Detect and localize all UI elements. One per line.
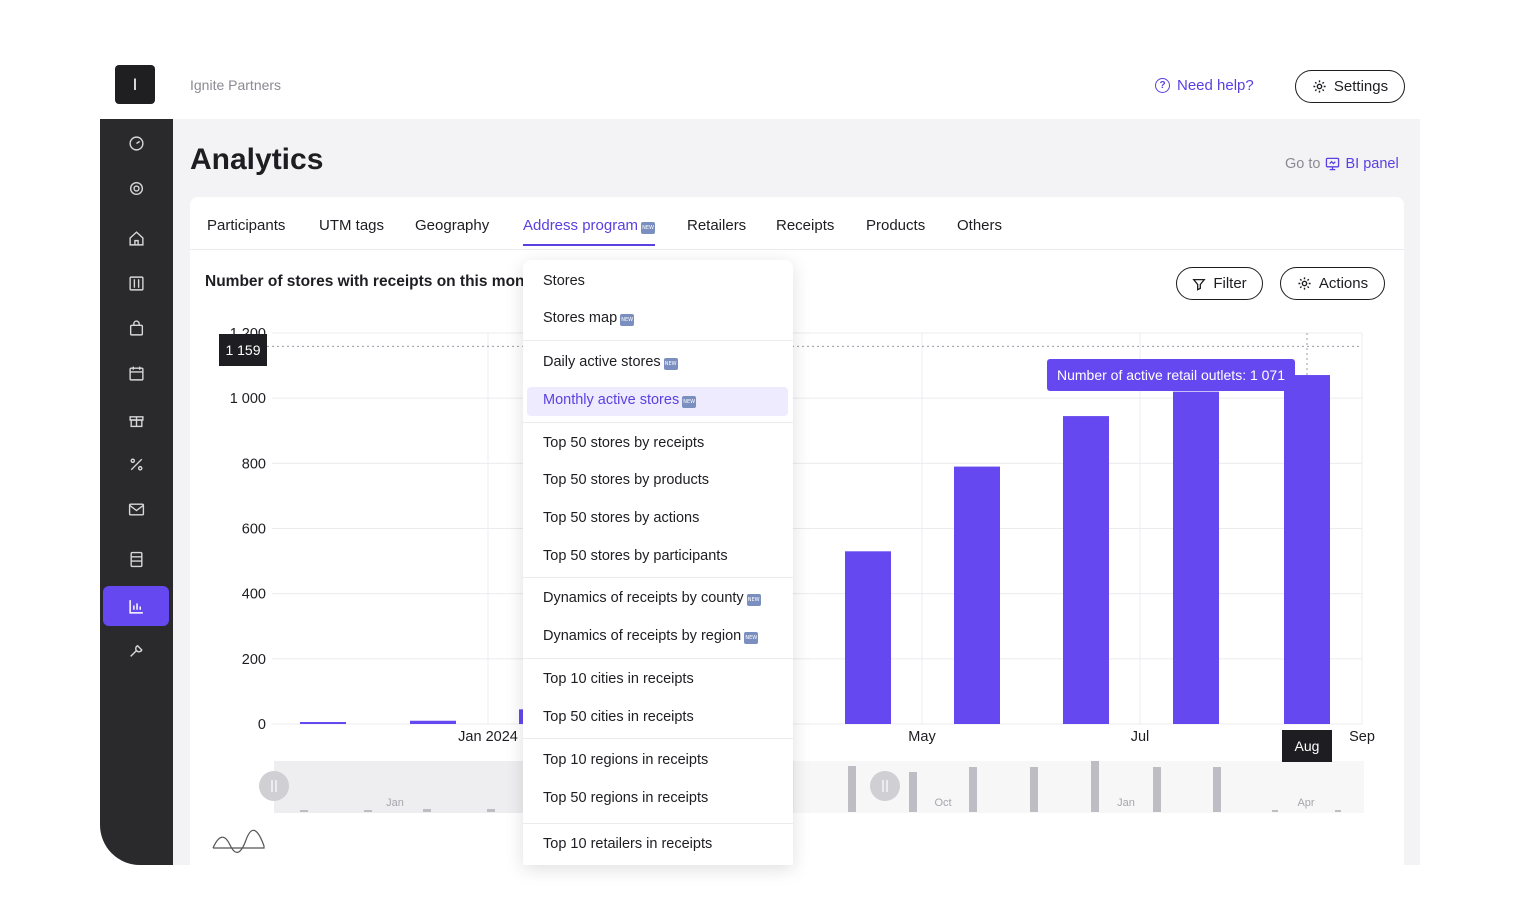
report-dropdown-menu: Stores Stores map NEW Daily active stores… xyxy=(523,260,793,865)
tab-others[interactable]: Others xyxy=(957,217,1003,234)
dropdown-item-top50-cities[interactable]: Top 50 cities in receipts xyxy=(543,709,694,725)
new-badge-icon: NEW xyxy=(744,632,759,644)
logo-letter: I xyxy=(132,74,138,94)
dashboard-icon xyxy=(128,135,144,151)
tab-products[interactable]: Products xyxy=(866,217,926,234)
question-icon: ? xyxy=(1155,78,1170,93)
gear-icon xyxy=(1298,277,1311,290)
sidebar-item-analytics[interactable] xyxy=(103,586,169,626)
actions-label: Actions xyxy=(1318,275,1369,292)
dropdown-item-top50-stores-products[interactable]: Top 50 stores by products xyxy=(543,472,710,488)
sidebar-item-bag[interactable] xyxy=(103,308,169,348)
new-badge-icon: NEW xyxy=(682,396,697,408)
calendar-icon xyxy=(128,366,144,381)
bag-icon xyxy=(129,319,143,336)
sidebar-item-dashboard[interactable] xyxy=(103,123,169,163)
y-crosshair-tooltip: 1 159 xyxy=(219,334,267,366)
dropdown-item-dynamics-county[interactable]: Dynamics of receipts by county NEW xyxy=(543,590,761,606)
sliders-icon xyxy=(128,275,144,291)
dropdown-item-dynamics-region[interactable]: Dynamics of receipts by region NEW xyxy=(543,628,759,644)
dropdown-item-top50-stores-actions[interactable]: Top 50 stores by actions xyxy=(543,510,700,526)
value-tooltip: Number of active retail outlets: 1 071 xyxy=(1047,359,1296,391)
sidebar-item-calendar[interactable] xyxy=(103,353,169,393)
need-help-label: Need help? xyxy=(1177,77,1254,94)
x-crosshair-tooltip: Aug xyxy=(1282,730,1332,762)
gear-icon xyxy=(129,181,143,195)
dropdown-divider xyxy=(523,340,793,341)
actions-button[interactable]: Actions xyxy=(1280,267,1385,300)
dropdown-item-stores-map[interactable]: Stores map NEW xyxy=(543,310,635,326)
settings-label: Settings xyxy=(1333,78,1389,95)
dropdown-divider xyxy=(523,422,793,423)
dropdown-divider xyxy=(523,658,793,659)
dropdown-item-stores[interactable]: Stores xyxy=(543,273,585,289)
mail-icon xyxy=(128,502,144,516)
gear-icon xyxy=(1313,80,1326,93)
sidebar-item-home[interactable] xyxy=(103,218,169,258)
analytics-card: Participants UTM tags Geography Address … xyxy=(190,197,1404,865)
tab-address-program[interactable]: Address program NEW xyxy=(523,217,656,246)
goto-label: Go to xyxy=(1285,156,1321,172)
dropdown-item-top10-retailers[interactable]: Top 10 retailers in receipts xyxy=(543,836,713,852)
filter-button[interactable]: Filter xyxy=(1176,267,1263,300)
filter-label: Filter xyxy=(1213,275,1247,292)
dropdown-item-monthly-active-stores[interactable]: Monthly active stores NEW xyxy=(543,392,697,408)
need-help-link[interactable]: ? Need help? xyxy=(1155,77,1254,94)
sidebar-item-settings[interactable] xyxy=(103,168,169,208)
tab-retailers[interactable]: Retailers xyxy=(687,217,747,234)
page-title: Analytics xyxy=(190,143,324,176)
dropdown-item-top10-regions[interactable]: Top 10 regions in receipts xyxy=(543,752,709,768)
sidebar-item-list[interactable] xyxy=(103,539,169,579)
dropdown-divider xyxy=(523,577,793,578)
sidebar-item-sliders[interactable] xyxy=(103,263,169,303)
new-badge-icon: NEW xyxy=(746,594,761,606)
tab-geography[interactable]: Geography xyxy=(415,217,490,234)
tab-receipts[interactable]: Receipts xyxy=(776,217,835,234)
dropdown-item-daily-active-stores[interactable]: Daily active stores NEW xyxy=(543,354,678,370)
app-logo[interactable]: I xyxy=(115,65,155,104)
bi-panel-link[interactable]: Go to BI panel xyxy=(1285,156,1399,172)
sidebar-item-mail[interactable] xyxy=(103,489,169,529)
dropdown-highlight xyxy=(527,387,788,416)
settings-button[interactable]: Settings xyxy=(1295,70,1405,103)
bi-panel-label: BI panel xyxy=(1345,156,1399,172)
gift-icon xyxy=(128,415,144,427)
sidebar-item-tools[interactable] xyxy=(103,630,169,670)
filter-icon xyxy=(1192,278,1206,291)
chart-title: Number of stores with receipts on this m… xyxy=(205,273,523,290)
new-badge-icon: NEW xyxy=(641,222,656,234)
dropdown-item-top50-stores-receipts[interactable]: Top 50 stores by receipts xyxy=(543,435,705,451)
dropdown-item-top50-regions[interactable]: Top 50 regions in receipts xyxy=(543,790,709,806)
sidebar-item-discounts[interactable] xyxy=(103,444,169,484)
dropdown-item-top50-stores-participants[interactable]: Top 50 stores by participants xyxy=(543,548,728,564)
home-icon xyxy=(128,230,144,246)
new-badge-icon: NEW xyxy=(620,314,635,326)
presentation-icon xyxy=(1326,157,1340,171)
tab-participants[interactable]: Participants xyxy=(207,217,286,234)
analytics-icon xyxy=(128,599,143,614)
new-badge-icon: NEW xyxy=(663,358,678,370)
dropdown-divider xyxy=(523,738,793,739)
list-icon xyxy=(129,551,143,567)
sidebar-item-gifts[interactable] xyxy=(103,399,169,439)
wrench-icon xyxy=(129,644,143,657)
organization-name: Ignite Partners xyxy=(190,77,282,93)
tab-utm-tags[interactable]: UTM tags xyxy=(319,217,385,234)
percent-icon xyxy=(129,457,143,471)
sidebar xyxy=(100,119,173,865)
tab-bar: Participants UTM tags Geography Address … xyxy=(190,197,1404,250)
dropdown-item-top10-cities[interactable]: Top 10 cities in receipts xyxy=(543,671,694,687)
dropdown-divider xyxy=(523,823,793,824)
